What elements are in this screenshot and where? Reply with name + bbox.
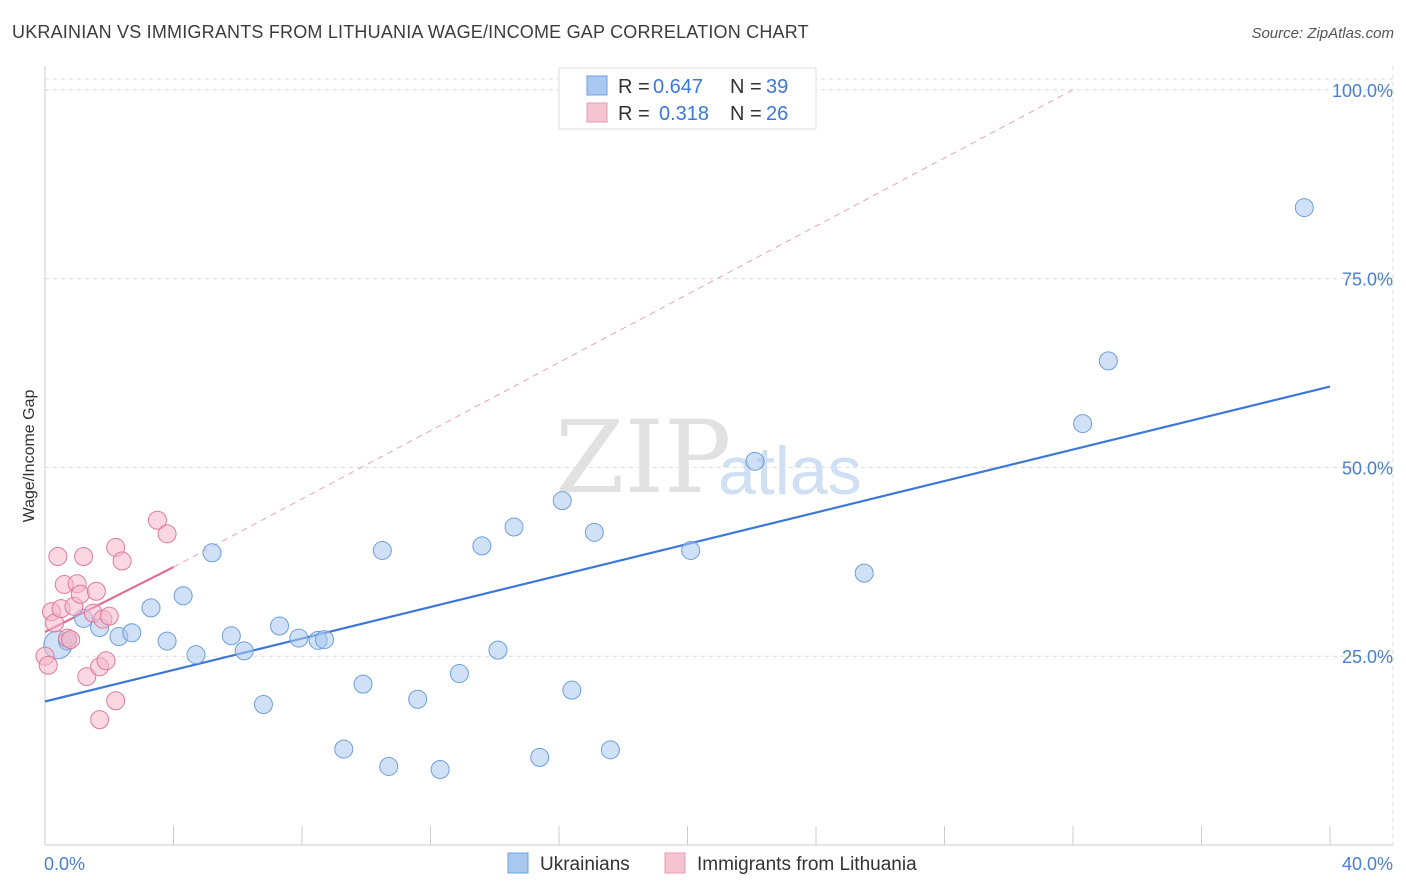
bottom-legend-swatch-lithuania [664,852,686,874]
data-point-ukrainians [379,756,399,776]
y-tick-label: 100.0% [1332,81,1393,101]
bottom-legend-ukrainians: Ukrainians [540,854,630,875]
data-point-lithuania [157,524,177,544]
y-tick-labels: 25.0% 50.0% 75.0% 100.0% [1332,81,1393,667]
data-point-ukrainians [584,522,604,542]
data-points [35,198,1314,779]
data-point-ukrainians [488,640,508,660]
data-point-ukrainians [562,680,582,700]
data-point-ukrainians [253,695,273,715]
data-point-lithuania [99,606,119,626]
legend-r-value: 0.318 [659,103,709,125]
y-axis-label: Wage/Income Gap [21,390,38,523]
data-point-lithuania [70,584,90,604]
trendlines [44,89,1331,703]
data-point-ukrainians [186,645,206,665]
data-point-ukrainians [1294,198,1314,218]
data-point-ukrainians [430,759,450,779]
data-point-lithuania [147,510,167,530]
data-point-ukrainians [408,689,428,709]
bottom-legend-lithuania: Immigrants from Lithuania [697,854,917,875]
data-point-ukrainians [1098,351,1118,371]
y-tick-label: 25.0% [1342,647,1393,667]
axes [44,66,1393,846]
data-point-lithuania [74,546,94,566]
data-point-lithuania [38,655,58,675]
bottom-legend: Ukrainians Immigrants from Lithuania [507,852,917,875]
chart-title: UKRAINIAN VS IMMIGRANTS FROM LITHUANIA W… [12,22,809,42]
data-point-ukrainians [202,543,222,563]
watermark-zip: ZIP [555,399,731,516]
data-point-ukrainians [372,540,392,560]
x-tick-label: 40.0% [1342,854,1393,874]
data-point-ukrainians [173,586,193,606]
legend-n-value: 26 [766,103,788,125]
data-point-ukrainians [334,739,354,759]
data-point-ukrainians [314,630,334,650]
data-point-ukrainians [600,740,620,760]
trendline [44,566,174,634]
data-point-lithuania [96,651,116,671]
data-point-ukrainians [681,540,701,560]
legend-box: R = 0.647 N = 39 R = 0.318 N = 26 [558,67,817,130]
data-point-ukrainians [234,641,254,661]
legend-n-label: N = [730,103,762,125]
watermark-atlas: atlas [718,433,862,509]
legend-n-value: 39 [766,76,788,98]
data-point-lithuania [77,667,97,687]
data-point-ukrainians [270,616,290,636]
legend-swatch-lithuania [586,102,608,123]
legend-r-label: R = [618,103,650,125]
data-point-ukrainians [472,536,492,556]
data-point-ukrainians [122,623,142,643]
x-tick-labels: 0.0% 40.0% [44,854,1393,874]
data-point-ukrainians [745,451,765,471]
data-point-ukrainians [1073,414,1093,434]
source-credit: Source: ZipAtlas.com [1251,25,1394,42]
data-point-lithuania [48,546,68,566]
data-point-ukrainians [141,598,161,618]
legend-swatch-ukrainians [586,75,608,96]
data-point-ukrainians [157,631,177,651]
y-tick-label: 75.0% [1342,270,1393,290]
data-point-lithuania [90,710,110,730]
data-point-ukrainians [289,628,309,648]
data-point-lithuania [86,581,106,601]
legend-r-label: R = [618,76,650,98]
legend-r-value: 0.647 [653,76,703,98]
data-point-ukrainians [353,674,373,694]
data-point-ukrainians [530,747,550,767]
y-tick-label: 50.0% [1342,458,1393,478]
data-point-ukrainians [449,664,469,684]
data-point-ukrainians [854,563,874,583]
bottom-legend-swatch-ukrainians [507,852,529,874]
data-point-ukrainians [504,517,524,537]
trendline [173,89,1074,568]
data-point-lithuania [106,691,126,711]
data-point-ukrainians [552,491,572,511]
watermark: ZIP atlas [555,399,862,516]
legend-n-label: N = [730,76,762,98]
data-point-ukrainians [221,626,241,646]
grid-lines [45,66,1394,845]
data-point-lithuania [112,551,132,571]
x-tick-label: 0.0% [44,854,85,874]
data-point-lithuania [61,630,81,650]
